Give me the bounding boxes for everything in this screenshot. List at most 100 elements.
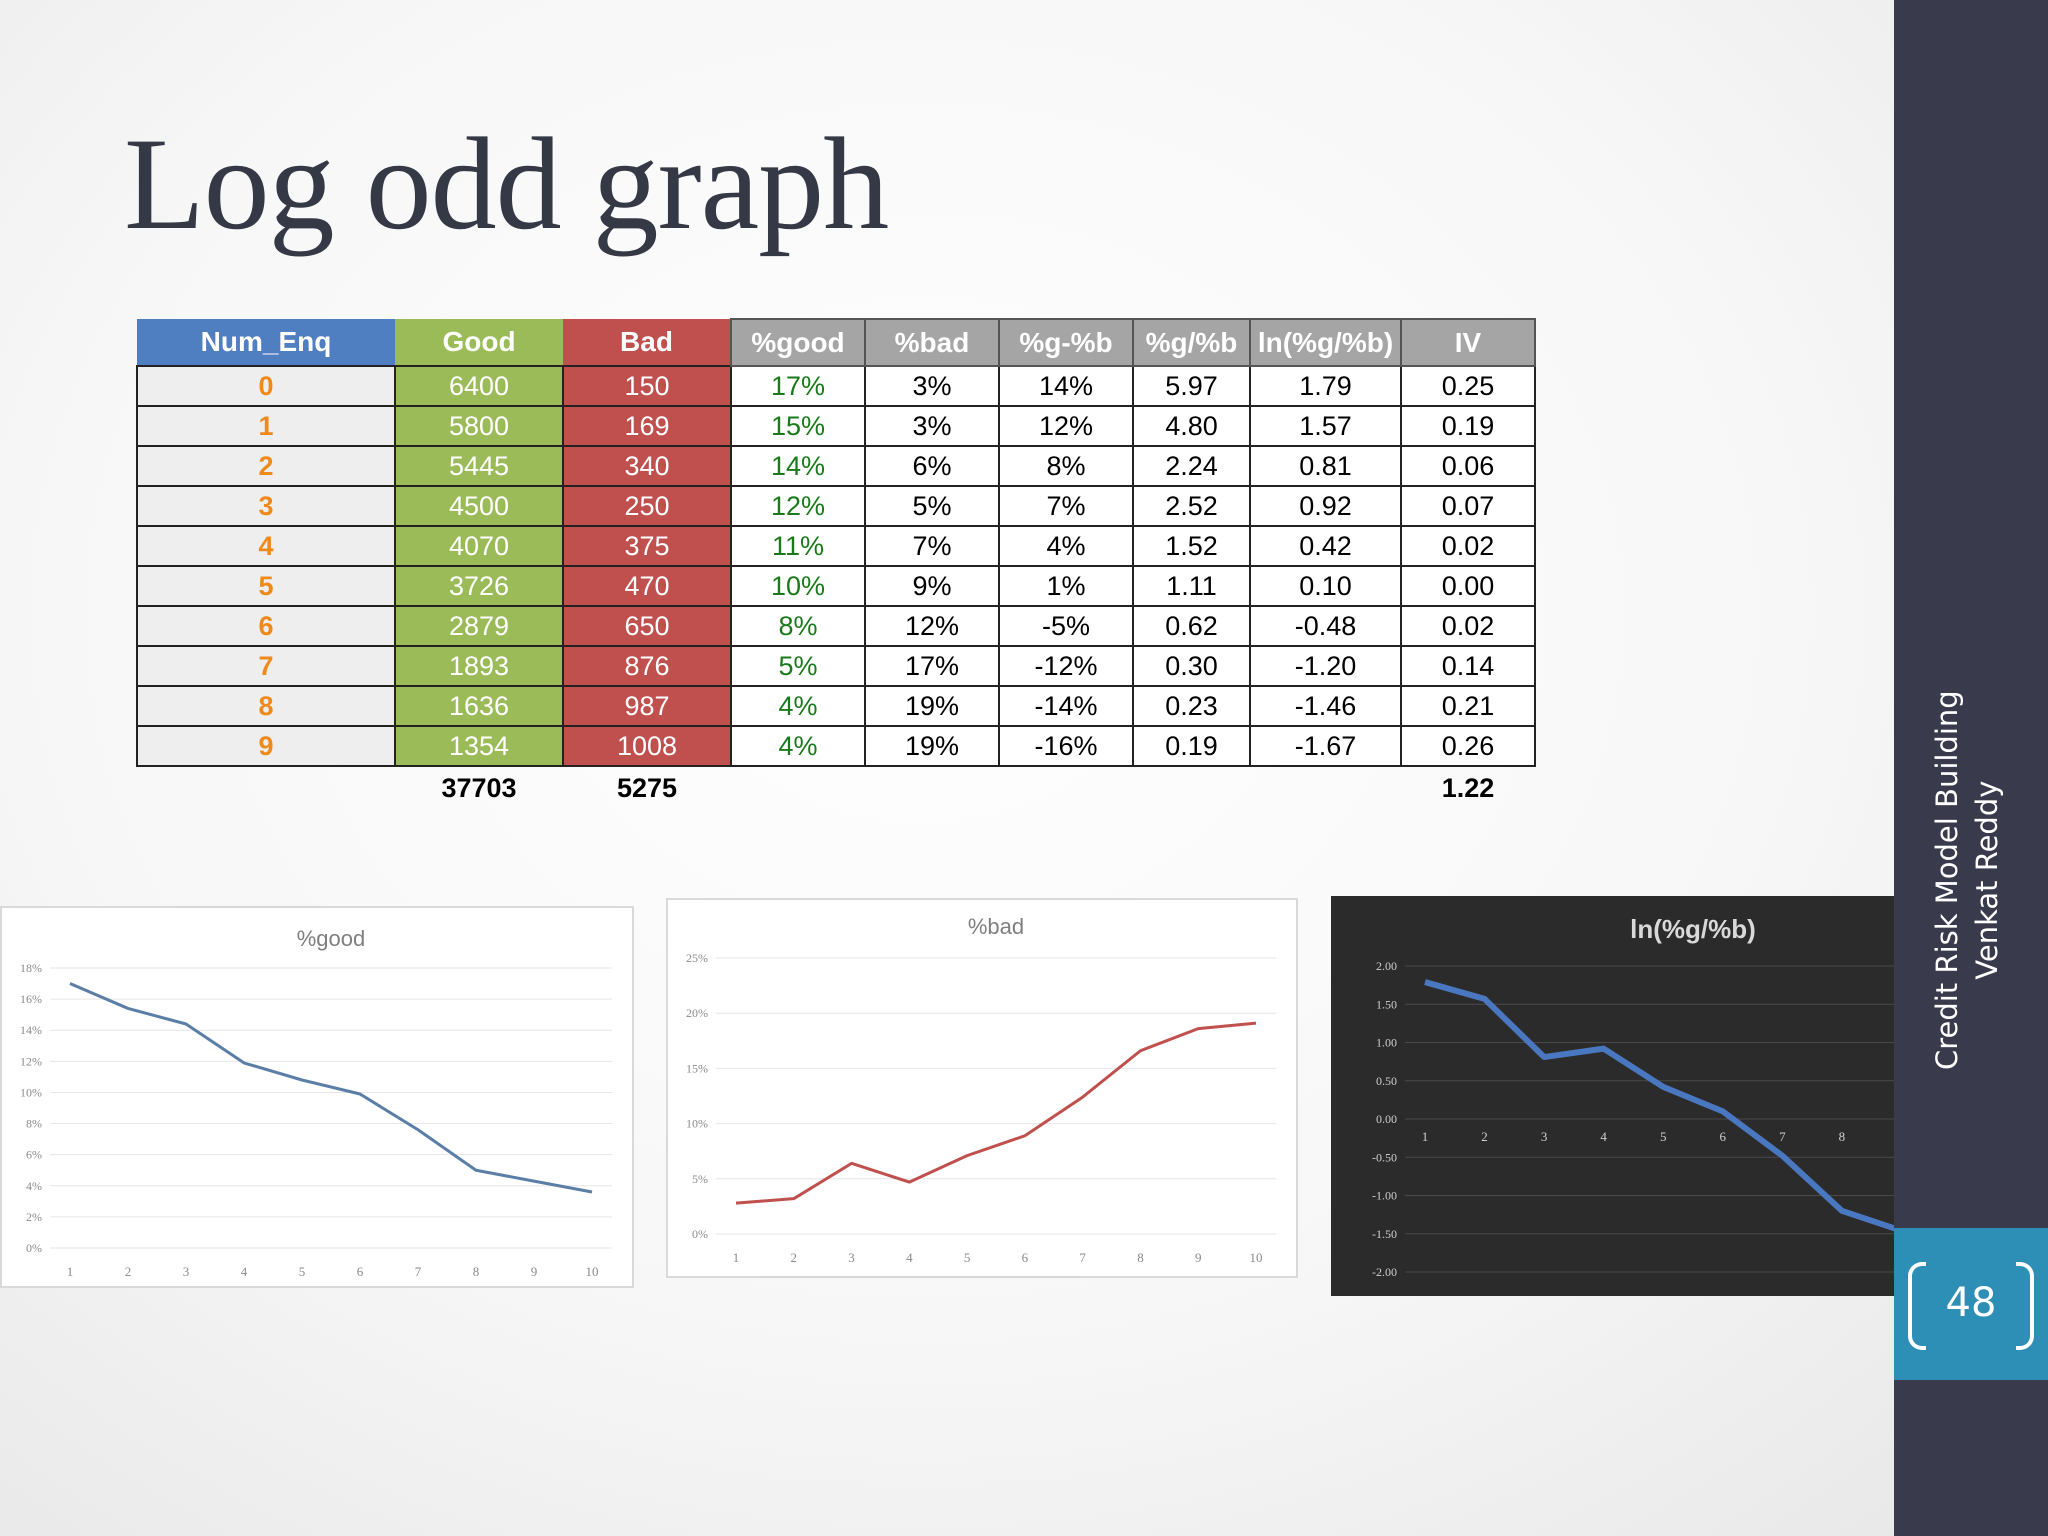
y-tick-label: 16% bbox=[20, 992, 42, 1006]
table-row: 6 2879 650 8% 12% -5% 0.62 -0.48 0.02 bbox=[136, 605, 1536, 647]
chart-svg: ln(%g/%b) -2.00 -1.50 -1.00 -0.50 0.00 0.50 1.0… bbox=[1331, 896, 1996, 1296]
chart-pct-bad: %bad 0% 5% 10% 15% 20% 25% 1 2 3 4 5 6 7 8 9 10 bbox=[666, 898, 1298, 1278]
cell-g-minus-b: -12% bbox=[998, 645, 1134, 687]
woe-table: Num_Enq Good Bad %good %bad %g-%b %g/%b … bbox=[136, 318, 1536, 810]
cell-num-enq: 6 bbox=[136, 605, 396, 647]
x-tick-label: 6 bbox=[357, 1264, 364, 1279]
cell-pct-good: 4% bbox=[730, 725, 866, 767]
cell-g-minus-b: -16% bbox=[998, 725, 1134, 767]
x-tick-label: 9 bbox=[531, 1264, 538, 1279]
y-tick-label: 0.50 bbox=[1376, 1074, 1397, 1088]
cell-iv: 0.00 bbox=[1400, 565, 1536, 607]
cell-bad: 169 bbox=[562, 405, 732, 447]
cell-ln-ratio: -1.20 bbox=[1249, 645, 1402, 687]
cell-ln-ratio: 0.92 bbox=[1249, 485, 1402, 527]
y-tick-label: 20% bbox=[686, 1006, 708, 1020]
y-tick-label: 4% bbox=[26, 1179, 42, 1193]
cell-pct-bad: 19% bbox=[864, 685, 1000, 727]
cell-num-enq: 3 bbox=[136, 485, 396, 527]
header-g-minus-b: %g-%b bbox=[998, 318, 1134, 367]
cell-pct-good: 17% bbox=[730, 365, 866, 407]
x-tick-label: 8 bbox=[473, 1264, 480, 1279]
cell-num-enq: 5 bbox=[136, 565, 396, 607]
y-tick-label: 10% bbox=[20, 1085, 42, 1099]
totals-row: 37703 5275 1.22 bbox=[137, 766, 1535, 810]
cell-iv: 0.02 bbox=[1400, 525, 1536, 567]
cell-g-over-b: 0.23 bbox=[1132, 685, 1251, 727]
x-tick-label: 10 bbox=[586, 1264, 599, 1279]
sidebar-caption: Credit Risk Model Building Venkat Reddy bbox=[1927, 690, 2007, 1070]
y-tick-label: 0.00 bbox=[1376, 1112, 1397, 1126]
cell-pct-good: 11% bbox=[730, 525, 866, 567]
cell-iv: 0.26 bbox=[1400, 725, 1536, 767]
chart-pct-good: %good 0% 2% 4% 6% 8% 10% 12% 14% 16% 18% 1 2 3 4 5 6 7 8 9 1… bbox=[0, 906, 634, 1288]
chart-title: ln(%g/%b) bbox=[1630, 914, 1756, 944]
x-tick-label: 5 bbox=[299, 1264, 306, 1279]
cell-pct-good: 14% bbox=[730, 445, 866, 487]
cell-pct-bad: 6% bbox=[864, 445, 1000, 487]
y-tick-label: -1.00 bbox=[1372, 1189, 1397, 1203]
x-tick-label: 1 bbox=[1422, 1129, 1429, 1144]
cell-g-minus-b: -5% bbox=[998, 605, 1134, 647]
total-bad: 5275 bbox=[616, 773, 678, 803]
table-row: 5 3726 470 10% 9% 1% 1.11 0.10 0.00 bbox=[136, 565, 1536, 607]
cell-num-enq: 7 bbox=[136, 645, 396, 687]
x-tick-label: 3 bbox=[848, 1250, 855, 1265]
header-g-over-b: %g/%b bbox=[1132, 318, 1251, 367]
cell-g-minus-b: -14% bbox=[998, 685, 1134, 727]
x-tick-label: 10 bbox=[1250, 1250, 1263, 1265]
cell-iv: 0.02 bbox=[1400, 605, 1536, 647]
cell-pct-bad: 5% bbox=[864, 485, 1000, 527]
cell-g-minus-b: 1% bbox=[998, 565, 1134, 607]
cell-g-over-b: 0.30 bbox=[1132, 645, 1251, 687]
cell-num-enq: 1 bbox=[136, 405, 396, 447]
total-empty bbox=[137, 766, 395, 810]
table-row: 3 4500 250 12% 5% 7% 2.52 0.92 0.07 bbox=[136, 485, 1536, 527]
cell-pct-bad: 7% bbox=[864, 525, 1000, 567]
cell-ln-ratio: 0.81 bbox=[1249, 445, 1402, 487]
cell-bad: 876 bbox=[562, 645, 732, 687]
x-tick-label: 5 bbox=[964, 1250, 971, 1265]
cell-pct-good: 5% bbox=[730, 645, 866, 687]
cell-good: 6400 bbox=[394, 365, 564, 407]
cell-g-minus-b: 12% bbox=[998, 405, 1134, 447]
total-iv: 1.22 bbox=[1441, 773, 1495, 803]
cell-ln-ratio: 0.42 bbox=[1249, 525, 1402, 567]
y-tick-label: 8% bbox=[26, 1117, 42, 1131]
cell-bad: 150 bbox=[562, 365, 732, 407]
cell-g-over-b: 0.62 bbox=[1132, 605, 1251, 647]
cell-good: 4070 bbox=[394, 525, 564, 567]
right-bracket-icon bbox=[2016, 1262, 2034, 1350]
cell-ln-ratio: -1.46 bbox=[1249, 685, 1402, 727]
x-tick-label: 1 bbox=[733, 1250, 740, 1265]
page-number: 48 bbox=[1945, 1280, 1997, 1326]
header-pct-good: %good bbox=[730, 318, 866, 367]
y-tick-label: 12% bbox=[20, 1054, 42, 1068]
x-tick-label: 7 bbox=[1079, 1250, 1086, 1265]
cell-g-minus-b: 14% bbox=[998, 365, 1134, 407]
chart-svg: %bad 0% 5% 10% 15% 20% 25% 1 2 3 4 5 6 7 8 9 10 bbox=[686, 914, 1276, 1265]
cell-g-over-b: 0.19 bbox=[1132, 725, 1251, 767]
cell-good: 1893 bbox=[394, 645, 564, 687]
y-tick-label: 15% bbox=[686, 1061, 708, 1075]
x-tick-label: 4 bbox=[1600, 1129, 1607, 1144]
cell-num-enq: 4 bbox=[136, 525, 396, 567]
chart-ln-ratio: ln(%g/%b) -2.00 -1.50 -1.00 -0.50 0.00 0.50 1.0… bbox=[1331, 896, 1996, 1296]
table-row: 7 1893 876 5% 17% -12% 0.30 -1.20 0.14 bbox=[136, 645, 1536, 687]
cell-good: 4500 bbox=[394, 485, 564, 527]
cell-ln-ratio: 1.79 bbox=[1249, 365, 1402, 407]
y-tick-label: 1.00 bbox=[1376, 1036, 1397, 1050]
y-tick-label: -1.50 bbox=[1372, 1227, 1397, 1241]
table-row: 4 4070 375 11% 7% 4% 1.52 0.42 0.02 bbox=[136, 525, 1536, 567]
x-tick-label: 3 bbox=[1541, 1129, 1548, 1144]
x-tick-label: 7 bbox=[1779, 1129, 1786, 1144]
table-header-row: Num_Enq Good Bad %good %bad %g-%b %g/%b … bbox=[137, 318, 1536, 367]
chart-title: %bad bbox=[968, 914, 1024, 939]
x-tick-label: 1 bbox=[67, 1264, 74, 1279]
x-tick-label: 9 bbox=[1195, 1250, 1202, 1265]
header-pct-bad: %bad bbox=[864, 318, 1000, 367]
cell-good: 2879 bbox=[394, 605, 564, 647]
cell-ln-ratio: -0.48 bbox=[1249, 605, 1402, 647]
total-empty bbox=[865, 766, 999, 810]
y-tick-label: 2.00 bbox=[1376, 959, 1397, 973]
